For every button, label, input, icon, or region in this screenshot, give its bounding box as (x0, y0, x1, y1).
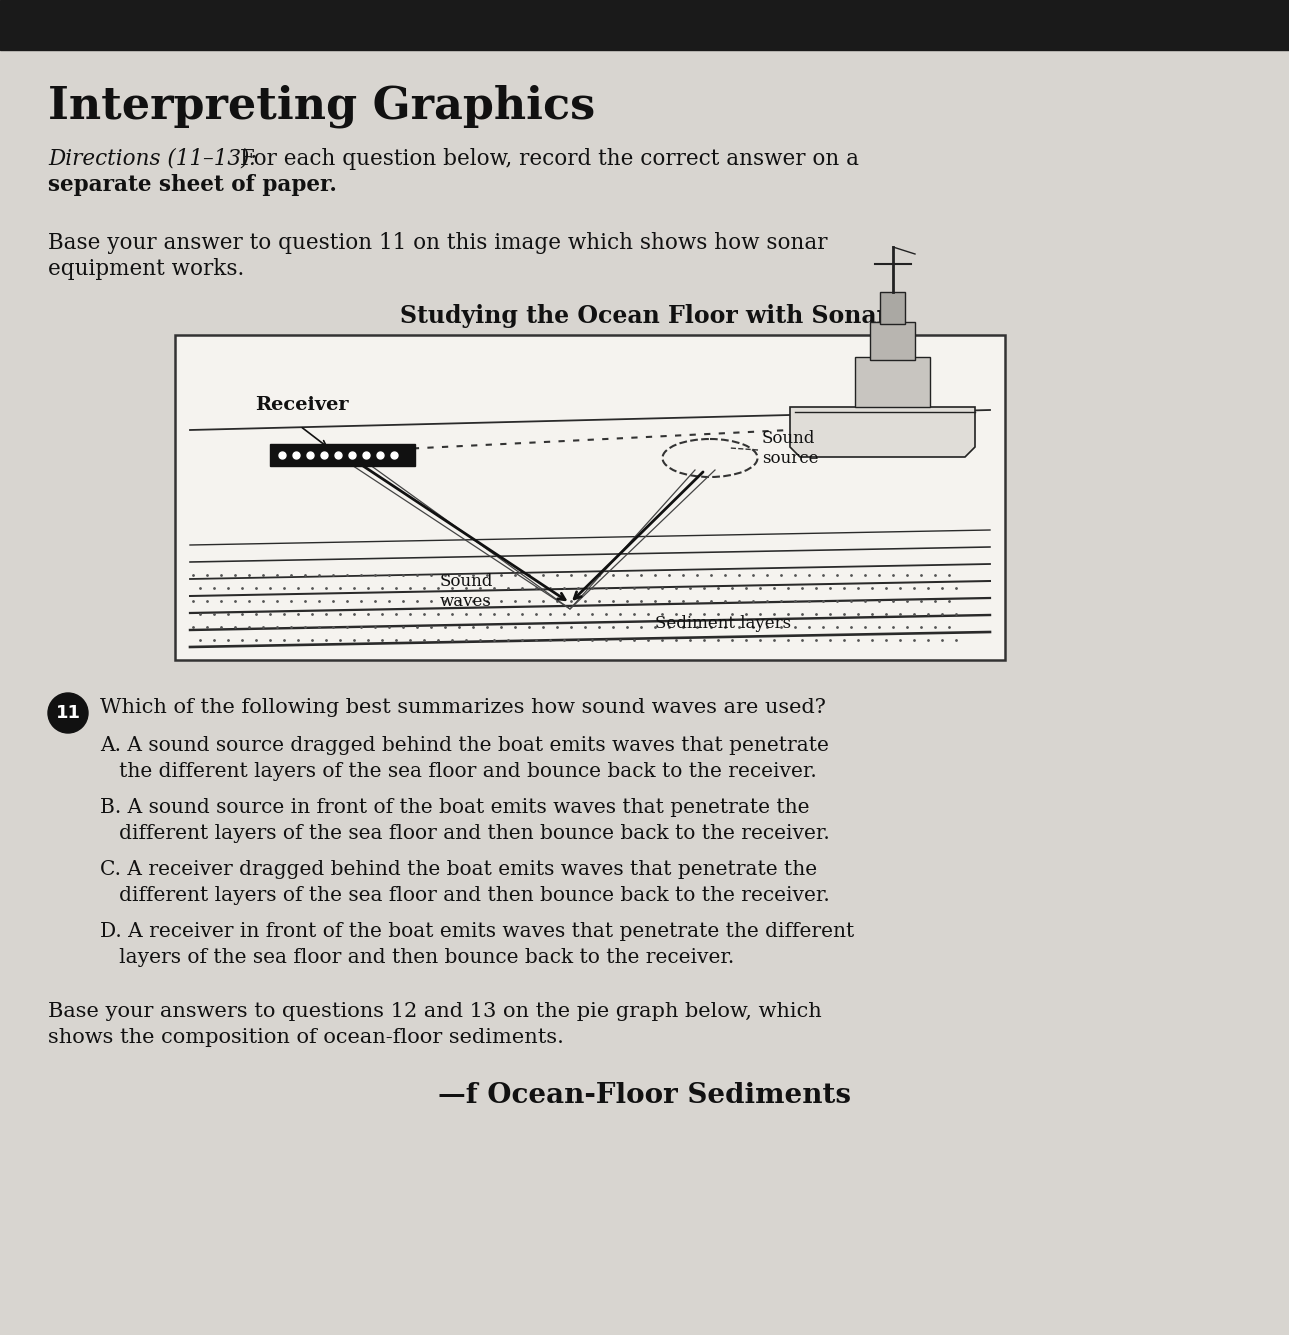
Text: Sediment layers: Sediment layers (655, 615, 791, 631)
Circle shape (48, 693, 88, 733)
Bar (0, 0, 1289, 49)
Text: —f Ocean-Floor Sediments: —f Ocean-Floor Sediments (437, 1081, 851, 1109)
Text: Interpreting Graphics: Interpreting Graphics (48, 85, 596, 128)
Bar (269, 445, 415, 466)
Text: separate sheet of paper.: separate sheet of paper. (48, 174, 336, 196)
Bar (855, 356, 929, 407)
Text: Sound
waves: Sound waves (440, 573, 494, 610)
Bar (870, 322, 915, 360)
Text: Base your answer to question 11 on this image which shows how sonar: Base your answer to question 11 on this … (48, 232, 828, 254)
Text: Which of the following best summarizes how sound waves are used?: Which of the following best summarizes h… (101, 698, 826, 717)
Text: Directions (11–13):: Directions (11–13): (48, 148, 257, 170)
Text: Sound
source: Sound source (762, 430, 819, 467)
Text: D. A receiver in front of the boat emits waves that penetrate the different
   l: D. A receiver in front of the boat emits… (101, 922, 855, 967)
Text: For each question below, record the correct answer on a: For each question below, record the corr… (240, 148, 858, 170)
Bar (880, 292, 905, 324)
Text: B. A sound source in front of the boat emits waves that penetrate the
   differe: B. A sound source in front of the boat e… (101, 798, 830, 842)
Text: C. A receiver dragged behind the boat emits waves that penetrate the
   differen: C. A receiver dragged behind the boat em… (101, 860, 830, 905)
Text: A. A sound source dragged behind the boat emits waves that penetrate
   the diff: A. A sound source dragged behind the boa… (101, 736, 829, 781)
Text: Studying the Ocean Floor with Sonar: Studying the Ocean Floor with Sonar (400, 304, 888, 328)
Text: equipment works.: equipment works. (48, 258, 244, 280)
Text: Base your answers to questions 12 and 13 on the pie graph below, which: Base your answers to questions 12 and 13… (48, 1003, 822, 1021)
Text: shows the composition of ocean-floor sediments.: shows the composition of ocean-floor sed… (48, 1028, 563, 1047)
Text: 11: 11 (55, 704, 80, 722)
Bar (175, 335, 1005, 659)
Polygon shape (790, 407, 974, 457)
Text: Receiver: Receiver (255, 396, 348, 414)
